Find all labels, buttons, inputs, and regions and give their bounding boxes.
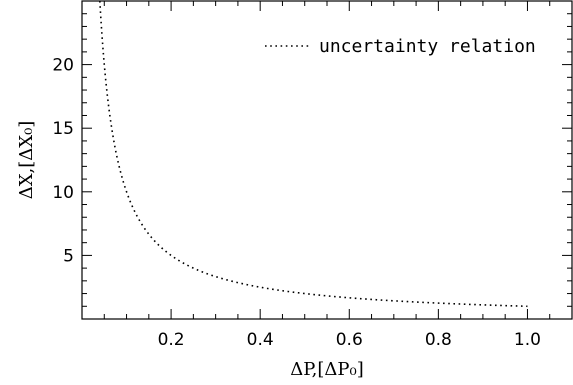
y-axis-title: ΔX,[ΔX₀] <box>16 121 37 200</box>
series-line <box>99 0 528 308</box>
x-tick-label: 0.8 <box>425 330 452 350</box>
x-tick-label: 0.2 <box>158 330 185 350</box>
y-tick-label: 20 <box>52 56 74 76</box>
x-tick-label: 0.4 <box>247 330 274 350</box>
y-tick-label: 10 <box>52 183 74 203</box>
y-tick-label: 15 <box>52 119 74 139</box>
legend: uncertainty relation <box>265 36 536 57</box>
x-tick-label: 1.0 <box>514 330 541 350</box>
x-tick-label: 0.6 <box>336 330 363 350</box>
x-axis-title: ΔP,[ΔP₀] <box>290 359 364 380</box>
series-layer <box>99 0 528 308</box>
y-tick-label: 5 <box>63 246 74 266</box>
legend-label: uncertainty relation <box>319 36 536 57</box>
ticks-layer: 0.2 0.4 0.6 0.8 1.0 5 10 15 20 <box>52 1 572 350</box>
